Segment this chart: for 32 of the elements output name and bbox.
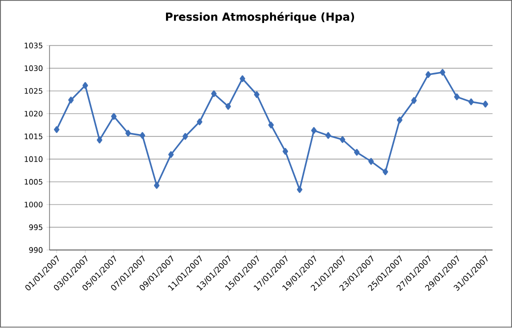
point (125, 130, 131, 137)
point (325, 132, 331, 140)
point (111, 113, 117, 120)
point (340, 136, 346, 144)
point (254, 91, 260, 98)
point (440, 69, 446, 76)
point (182, 133, 188, 140)
point (82, 82, 88, 90)
point (411, 97, 417, 104)
point (296, 186, 302, 194)
point (154, 182, 160, 190)
point (282, 148, 288, 155)
point (468, 98, 474, 106)
point (196, 118, 202, 126)
point (268, 122, 274, 129)
point (168, 151, 174, 158)
point (396, 116, 402, 124)
chart-title: Pression Atmosphérique (Hpa) (166, 12, 354, 24)
point (225, 103, 231, 110)
point (240, 76, 246, 82)
point (354, 149, 360, 156)
point (368, 158, 374, 165)
point (482, 100, 488, 108)
point (96, 136, 102, 144)
point (426, 71, 431, 78)
point (140, 132, 146, 140)
point (54, 126, 60, 134)
point (382, 168, 388, 176)
point (454, 94, 460, 100)
point (211, 90, 217, 98)
point (311, 127, 317, 134)
point (68, 96, 74, 104)
